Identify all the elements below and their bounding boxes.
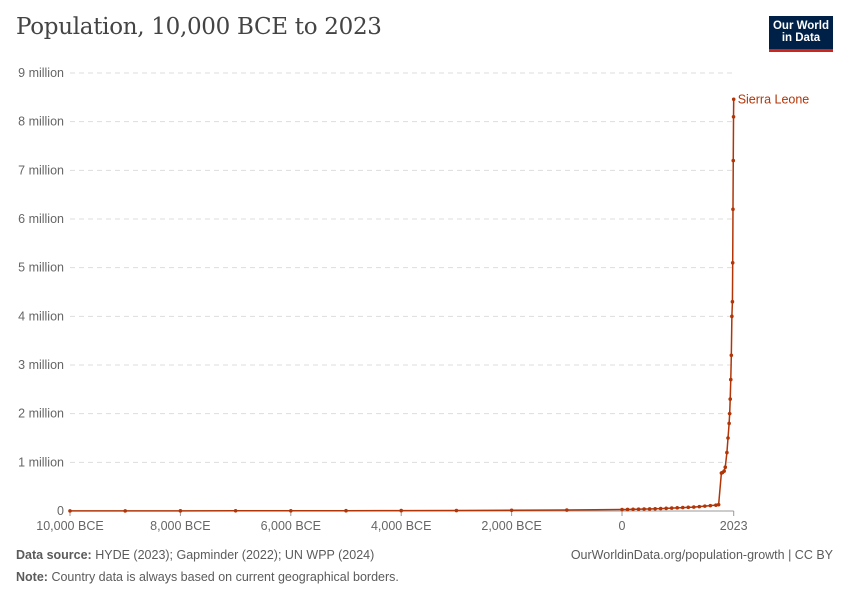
data-point: [647, 507, 652, 511]
data-point: [686, 505, 691, 510]
data-point: [653, 507, 657, 511]
note-label: Note:: [16, 570, 48, 584]
series-line: [69, 99, 735, 512]
y-tick-label: 6 million: [18, 212, 64, 226]
data-point: [669, 506, 674, 510]
data-point: [723, 465, 728, 470]
data-point: [727, 421, 731, 426]
data-point: [716, 502, 721, 507]
data-point: [731, 207, 735, 212]
data-point: [691, 505, 696, 509]
x-tick-label: 0: [619, 519, 626, 533]
y-tick-label: 9 million: [18, 66, 64, 80]
note: Note: Country data is always based on cu…: [16, 570, 399, 584]
data-point: [233, 509, 238, 513]
data-point: [728, 397, 733, 401]
source-label: Data source:: [16, 548, 92, 562]
data-point: [731, 158, 736, 163]
data-point: [729, 353, 734, 358]
data-point: [123, 509, 128, 513]
x-tick-label: 8,000 BCE: [150, 519, 210, 533]
y-tick-label: 2 million: [18, 407, 64, 421]
owid-logo[interactable]: Our World in Data: [769, 16, 833, 52]
y-tick-label: 7 million: [18, 163, 64, 177]
data-point: [726, 436, 730, 440]
data-point: [708, 503, 713, 508]
data-point: [714, 503, 718, 507]
y-tick-label: 4 million: [18, 309, 64, 323]
data-point: [454, 508, 459, 513]
y-tick-label: 3 million: [18, 358, 64, 372]
data-point: [631, 507, 635, 512]
data-point: [731, 115, 736, 119]
data-point: [703, 504, 707, 508]
data-point: [730, 261, 735, 265]
data-point: [727, 411, 732, 416]
data-point: [680, 505, 685, 510]
x-tick-label: 10,000 BCE: [36, 519, 103, 533]
data-point: [636, 507, 641, 511]
data-point: [697, 504, 702, 509]
source-text[interactable]: HYDE (2023); Gapminder (2022); UN WPP (2…: [95, 548, 375, 562]
data-point: [642, 507, 646, 511]
data-point: [565, 508, 569, 512]
logo-line1: Our World: [772, 20, 829, 32]
note-text: Country data is always based on current …: [51, 570, 399, 584]
y-tick-label: 8 million: [18, 115, 64, 129]
data-point: [289, 508, 293, 513]
y-tick-label: 1 million: [18, 455, 64, 469]
x-tick-label: 2,000 BCE: [481, 519, 541, 533]
data-point: [664, 506, 668, 511]
data-point: [730, 299, 735, 304]
data-source: Data source: HYDE (2023); Gapminder (202…: [16, 548, 374, 562]
data-point: [509, 508, 514, 513]
y-tick-label: 5 million: [18, 261, 64, 275]
footer-url[interactable]: OurWorldinData.org/population-growth | C…: [570, 548, 833, 562]
x-tick-label: 6,000 BCE: [261, 519, 321, 533]
data-point: [675, 506, 680, 510]
data-point: [344, 508, 348, 513]
data-point: [730, 314, 734, 319]
data-point: [658, 506, 663, 511]
data-point: [722, 469, 726, 473]
x-tick-label: 2023: [720, 519, 748, 533]
chart-title: Population, 10,000 BCE to 2023: [16, 14, 382, 40]
x-tick-label: 4,000 BCE: [371, 519, 431, 533]
data-point: [620, 507, 624, 512]
logo-line2: in Data: [781, 32, 821, 44]
data-point: [68, 509, 72, 513]
data-point: [399, 508, 404, 513]
data-point: [625, 507, 630, 512]
data-point: [731, 97, 736, 102]
data-point: [728, 377, 733, 382]
data-point: [178, 509, 183, 513]
series-label: Sierra Leone: [738, 92, 810, 106]
data-point: [725, 450, 729, 455]
y-tick-label: 0: [57, 504, 64, 518]
